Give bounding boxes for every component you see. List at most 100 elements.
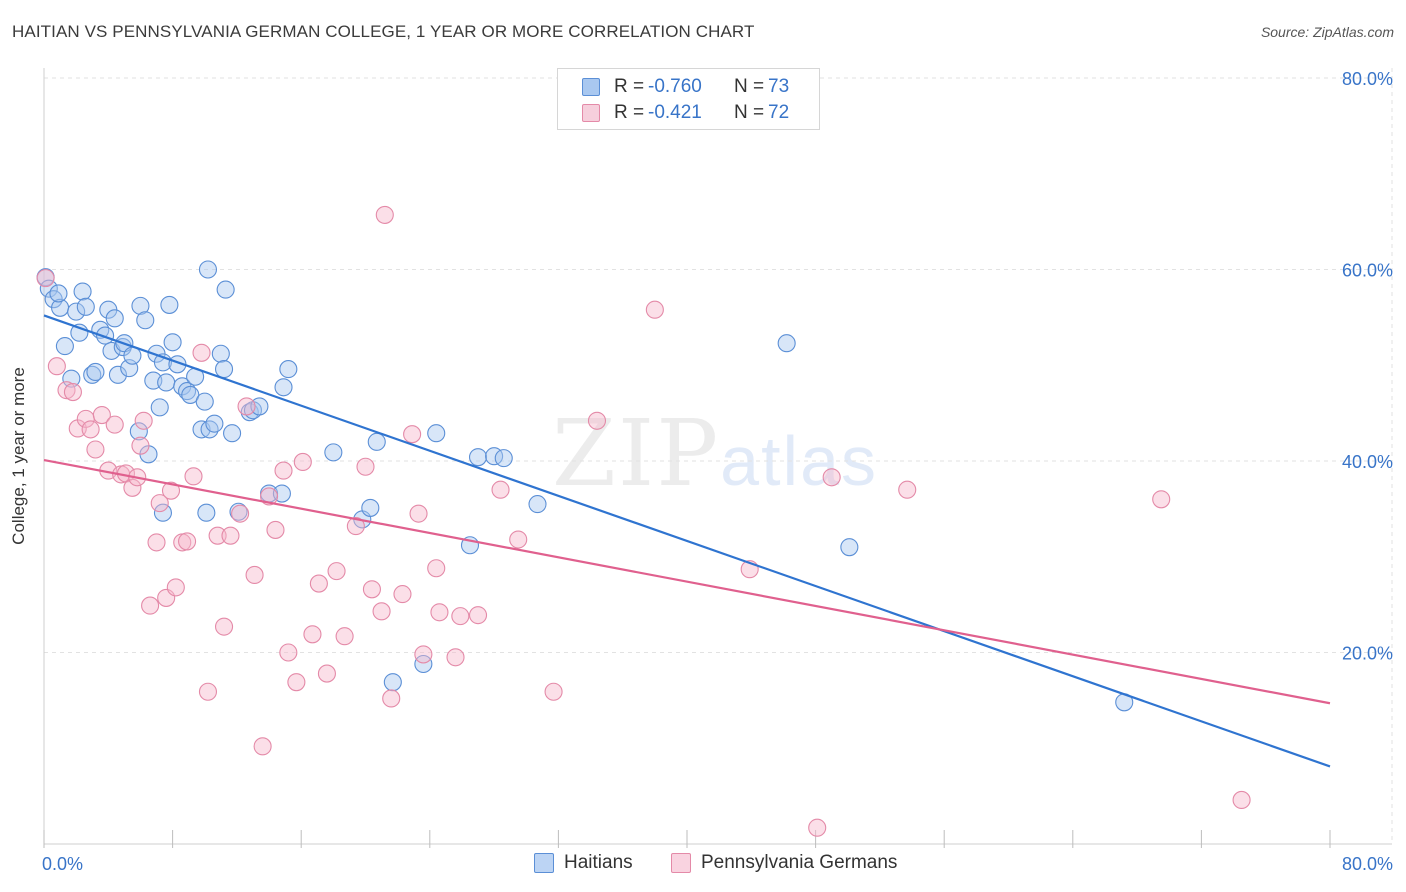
pennsylvania-germans-point	[468, 606, 488, 625]
pennsylvania-germans-point	[57, 381, 76, 400]
pennsylvania-germans-point	[274, 461, 293, 480]
pennsylvania-germans-point	[287, 673, 306, 692]
legend-r-value: -0.421	[648, 102, 702, 123]
pennsylvania-germans-point	[221, 526, 240, 545]
legend-n-value: 73	[768, 76, 790, 97]
haitians-point	[777, 334, 796, 353]
x-tick-label: 80.0%	[1342, 854, 1393, 874]
haitians-point	[62, 369, 81, 388]
pennsylvania-germans-point	[237, 397, 256, 416]
pennsylvania-germans-point	[253, 737, 272, 756]
haitians-point	[73, 282, 92, 301]
pennsylvania-germans-point	[134, 411, 153, 430]
pennsylvania-germans-point	[184, 467, 203, 486]
haitians-point	[163, 333, 182, 352]
haitians-point	[86, 362, 105, 382]
pennsylvania-germans-point	[231, 504, 250, 523]
legend-r-value: -0.760	[648, 76, 702, 97]
pennsylvania-germans-point	[245, 565, 264, 584]
haitians-point	[76, 297, 95, 316]
pennsylvania-germans-point	[81, 420, 100, 439]
pennsylvania-germans-point	[393, 585, 412, 604]
haitians-point	[123, 346, 142, 365]
haitians-point	[160, 295, 179, 314]
y-tick-label: 40.0%	[1342, 452, 1393, 472]
pennsylvania-germans-point	[544, 682, 563, 701]
haitians-point	[150, 398, 169, 417]
legend-row-haitians: R = -0.760 N = 73	[582, 75, 789, 99]
chart-title: HAITIAN VS PENNSYLVANIA GERMAN COLLEGE, …	[12, 22, 755, 41]
haitians-point	[67, 302, 86, 321]
correlation-legend: R = -0.760 N = 73 R = -0.421 N = 72	[557, 68, 820, 130]
haitians-point	[108, 365, 127, 384]
y-tick-label: 60.0%	[1342, 261, 1393, 281]
pennsylvania-germans-point	[123, 478, 142, 497]
pennsylvania-germans-point	[335, 627, 354, 646]
legend-r-label: R =	[614, 102, 645, 123]
pennsylvania-germans-point	[259, 487, 279, 506]
pennsylvania-germans-point	[309, 574, 328, 593]
pennsylvania-germans-point	[430, 603, 449, 622]
haitians-point	[157, 373, 176, 392]
haitians-point	[205, 414, 224, 433]
haitians-point	[136, 311, 155, 330]
haitians-point	[153, 503, 173, 522]
legend-swatch-pink	[671, 853, 691, 873]
pennsylvania-germans-point	[491, 480, 510, 499]
haitians-point	[197, 503, 216, 522]
pennsylvania-germans-point	[178, 532, 197, 551]
bottom-legend-pennsylvania-germans[interactable]: Pennsylvania Germans	[671, 852, 897, 874]
legend-row-pennsylvania-germans: R = -0.421 N = 72	[582, 101, 789, 125]
haitians-point	[240, 403, 259, 422]
pennsylvania-germans-point	[279, 643, 298, 662]
source-credit: Source: ZipAtlas.com	[1260, 24, 1394, 40]
haitians-trendline	[43, 314, 1331, 768]
legend-n-label: N =	[734, 102, 765, 123]
pennsylvania-germans-point	[375, 205, 394, 224]
haitians-point	[96, 326, 115, 345]
pennsylvania-germans-point	[161, 481, 181, 500]
haitians-point	[131, 296, 150, 315]
pennsylvania-germans-point	[105, 415, 124, 434]
haitians-point	[216, 280, 235, 299]
haitians-point	[414, 654, 433, 674]
haitians-point	[367, 432, 386, 451]
x-tick-label: 0.0%	[42, 854, 83, 874]
legend-r-label: R =	[614, 76, 645, 97]
pennsylvania-germans-point	[414, 645, 433, 664]
haitians-point	[49, 284, 68, 303]
pennsylvania-germans-point	[198, 682, 218, 701]
pennsylvania-germans-point	[587, 411, 607, 430]
pennsylvania-germans-point	[147, 533, 166, 552]
pennsylvania-germans-point	[166, 578, 185, 597]
pennsylvania-germans-point	[427, 559, 446, 578]
pennsylvania-germans-point	[409, 504, 428, 523]
pennsylvania-germans-point	[346, 517, 365, 536]
haitians-point	[324, 443, 343, 462]
haitians-point	[200, 420, 219, 439]
pennsylvania-germans-point	[403, 425, 422, 444]
pennsylvania-germans-trendline	[43, 458, 1331, 705]
pennsylvania-germans-point	[192, 343, 211, 362]
legend-n-value: 72	[768, 102, 790, 123]
pennsylvania-germans-point	[362, 580, 381, 599]
y-axis-label: College, 1 year or more	[9, 367, 28, 545]
haitians-point	[361, 498, 380, 517]
haitians-point	[494, 449, 513, 468]
pennsylvania-germans-point	[303, 625, 322, 644]
bottom-legend-haitians[interactable]: Haitians	[534, 852, 633, 874]
pennsylvania-germans-point	[317, 664, 336, 683]
pennsylvania-germans-point	[131, 436, 150, 455]
haitians-point	[468, 448, 488, 467]
pennsylvania-germans-point	[822, 468, 841, 487]
pennsylvania-germans-point	[1152, 490, 1171, 509]
haitians-point	[840, 538, 859, 557]
pennsylvania-germans-point	[898, 480, 917, 499]
haitians-point	[195, 392, 214, 411]
pennsylvania-germans-point	[356, 457, 375, 476]
haitians-point	[39, 279, 58, 298]
pennsylvania-germans-point	[382, 689, 401, 708]
pennsylvania-germans-point	[214, 617, 234, 636]
haitians-point	[528, 495, 547, 514]
